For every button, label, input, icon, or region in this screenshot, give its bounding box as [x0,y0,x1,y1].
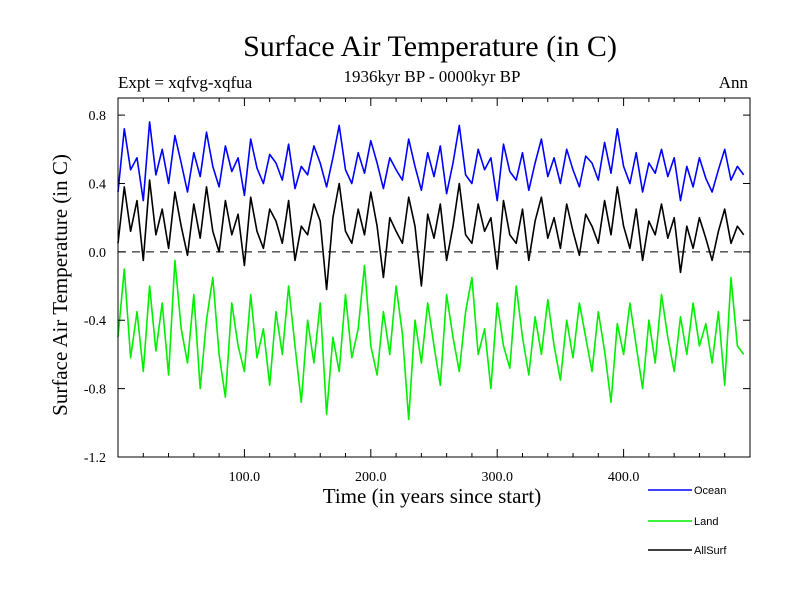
plot-frame [117,97,751,458]
y-tick-label: -0.4 [84,314,106,329]
period-label: Ann [719,73,749,92]
legend-label-land: Land [694,516,718,528]
legend: Ocean Land AllSurf [648,485,727,557]
x-axis-label: Time (in years since start) [323,484,542,508]
chart-subtitle: 1936kyr BP - 0000kyr BP [344,67,521,86]
experiment-label: Expt = xqfvg-xqfua [118,73,253,92]
x-tick-label: 300.0 [481,470,513,485]
y-tick-label: 0.0 [89,246,107,261]
series-layer [117,121,745,421]
x-tick-label: 400.0 [608,470,640,485]
x-tick-label: 100.0 [229,470,261,485]
x-tick-label: 200.0 [355,470,387,485]
y-tick-label: 0.4 [89,177,107,192]
series-line-ocean [117,121,745,202]
y-tick-label: -1.2 [84,451,106,466]
series-line-land [117,259,745,421]
chart-title: Surface Air Temperature (in C) [243,30,617,63]
series-line-allsurf [117,179,745,291]
y-axis-label: Surface Air Temperature (in C) [48,154,72,416]
ticks-layer: -1.2 -0.8 -0.4 0.0 0.4 0.8 100.0 200.0 300.0 400.… [84,98,750,485]
y-tick-label: -0.8 [84,383,106,398]
legend-label-allsurf: AllSurf [694,545,727,557]
y-tick-label: 0.8 [89,109,107,124]
legend-label-ocean: Ocean [694,485,726,497]
